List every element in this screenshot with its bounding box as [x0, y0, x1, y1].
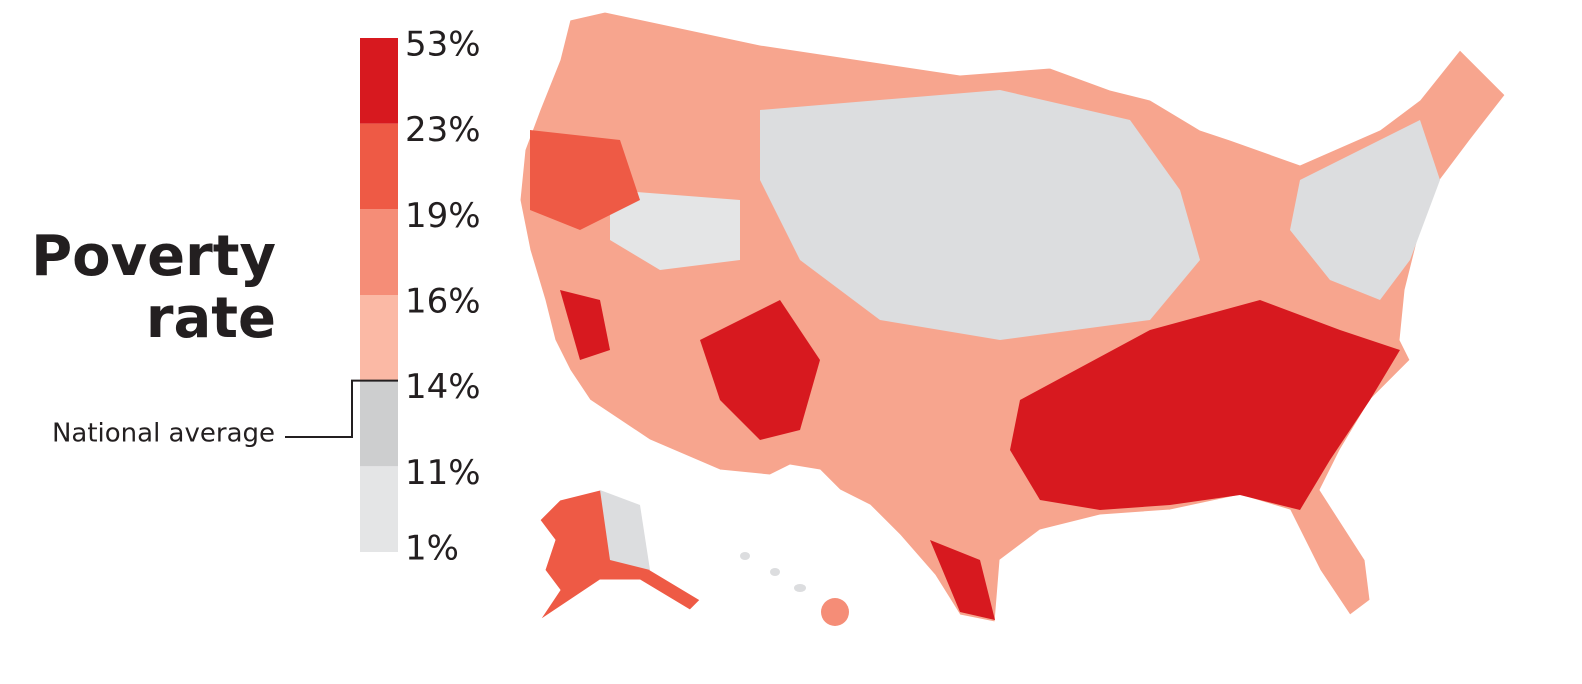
- dark-region: [1010, 300, 1400, 510]
- dark-region: [560, 290, 610, 360]
- legend-tick-label: 23%: [405, 110, 481, 150]
- map: [519, 11, 1506, 626]
- national-average-label: National average: [52, 419, 275, 449]
- gray-region: [1290, 120, 1440, 300]
- hawaii: [740, 552, 750, 560]
- legend-swatch: [360, 380, 398, 467]
- legend-swatch: [360, 466, 398, 552]
- hawaii: [794, 584, 806, 592]
- hawaii: [821, 598, 849, 626]
- gray-region: [760, 90, 1200, 340]
- legend-swatch: [360, 295, 398, 381]
- dark-region: [930, 540, 995, 620]
- alaska-gray: [600, 490, 650, 570]
- legend-swatch: [360, 38, 398, 124]
- legend-tick-label: 19%: [405, 196, 481, 236]
- dark-region: [700, 300, 820, 440]
- legend-tick-label: 11%: [405, 453, 481, 493]
- national-average-leader: [285, 379, 398, 438]
- title-line: rate: [146, 286, 276, 351]
- legend-tick-label: 1%: [405, 529, 459, 569]
- hawaii: [770, 568, 780, 576]
- legend-tick-label: 16%: [405, 282, 481, 322]
- legend-swatch: [360, 209, 398, 295]
- legend-swatch: [360, 123, 398, 210]
- dark-region: [530, 130, 640, 230]
- gray-region: [610, 190, 740, 270]
- legend-tick-label: 14%: [405, 367, 481, 407]
- legend-tick-label: 53%: [405, 25, 481, 65]
- title-line: Poverty: [31, 224, 276, 289]
